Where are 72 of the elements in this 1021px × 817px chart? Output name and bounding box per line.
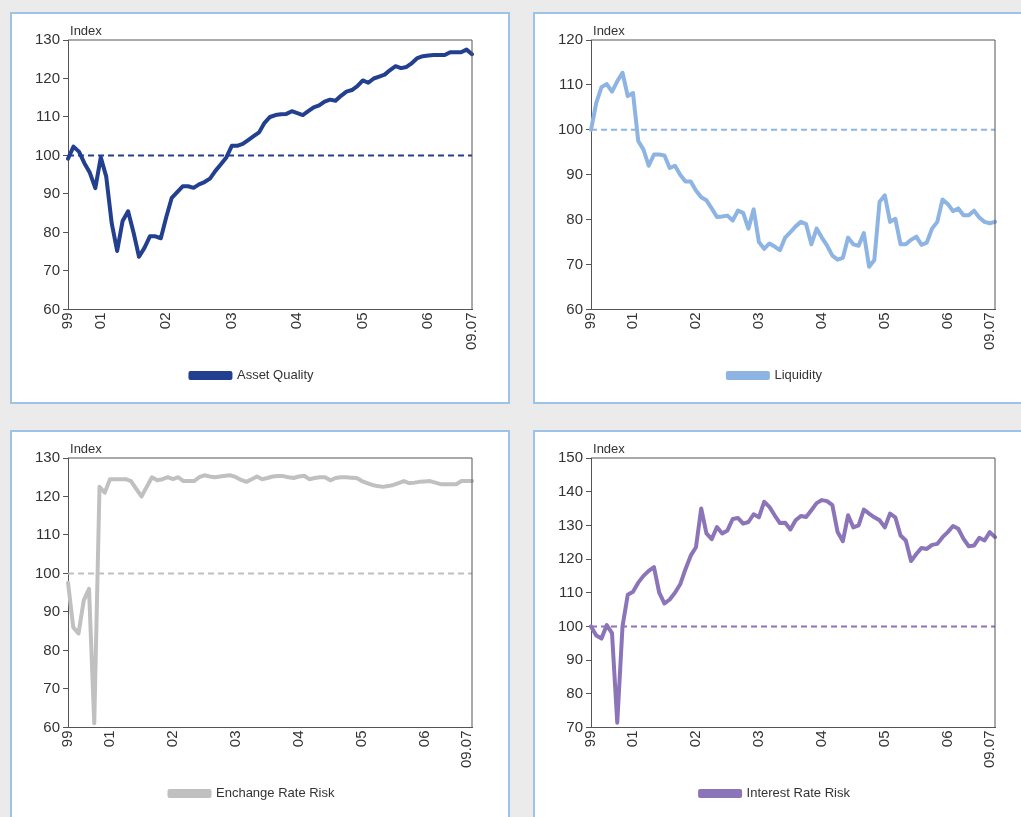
- x-tick-label: 06: [937, 730, 955, 748]
- x-tick-label: 03: [226, 730, 244, 748]
- x-tick-label: 99: [58, 312, 76, 330]
- y-tick-label: 100: [35, 563, 61, 581]
- y-tick-label: 120: [558, 549, 584, 567]
- y-tick-label: 70: [566, 254, 584, 272]
- y-tick-label: 90: [566, 650, 584, 668]
- y-tick-label: 90: [43, 184, 61, 202]
- x-tick-label: 02: [686, 312, 704, 330]
- x-tick-label: 03: [221, 312, 239, 330]
- y-tick-label: 60: [566, 299, 584, 317]
- x-tick-label: 02: [686, 730, 704, 748]
- x-tick-label: 09.07: [456, 730, 474, 769]
- y-tick-label: 140: [558, 481, 584, 499]
- y-tick-label: 150: [558, 448, 584, 466]
- y-tick-label: 80: [43, 640, 61, 658]
- y-axis-title: Index: [70, 441, 103, 457]
- y-axis-title: Index: [593, 23, 626, 39]
- x-tick-label: 01: [90, 312, 108, 330]
- x-tick-label: 09.07: [462, 312, 480, 351]
- y-tick-label: 120: [558, 30, 584, 48]
- x-tick-label: 01: [100, 730, 118, 748]
- x-tick-label: 02: [156, 312, 174, 330]
- y-tick-label: 110: [36, 107, 61, 125]
- y-tick-label: 130: [558, 515, 584, 533]
- y-tick-label: 120: [35, 68, 61, 86]
- legend-label: Enchange Rate Risk: [215, 785, 336, 801]
- x-tick-label: 05: [874, 730, 892, 748]
- x-tick-label: 03: [749, 730, 767, 748]
- y-tick-label: 80: [566, 209, 584, 227]
- x-tick-label: 04: [287, 312, 305, 330]
- x-tick-label: 99: [581, 730, 599, 748]
- y-tick-label: 90: [566, 164, 584, 182]
- x-tick-label: 01: [623, 730, 641, 748]
- legend-label: Asset Quality: [236, 367, 315, 383]
- x-tick-label: 09.07: [979, 730, 997, 769]
- y-tick-label: 120: [35, 486, 61, 504]
- y-tick-label: 60: [43, 299, 61, 317]
- y-axis-title: Index: [593, 441, 626, 457]
- x-tick-label: 04: [289, 730, 307, 748]
- x-tick-label: 05: [874, 312, 892, 330]
- x-tick-label: 05: [351, 730, 369, 748]
- y-tick-label: 100: [558, 119, 584, 137]
- x-tick-label: 01: [623, 312, 641, 330]
- x-tick-label: 99: [58, 730, 76, 748]
- y-tick-label: 130: [35, 30, 61, 48]
- y-tick-label: 80: [43, 222, 61, 240]
- x-tick-label: 03: [749, 312, 767, 330]
- legend-label: Liquidity: [774, 367, 823, 383]
- y-tick-label: 60: [43, 717, 61, 735]
- y-tick-label: 100: [558, 616, 584, 634]
- x-tick-label: 06: [937, 312, 955, 330]
- y-tick-label: 110: [559, 582, 584, 600]
- x-tick-label: 04: [812, 312, 830, 330]
- y-tick-label: 100: [35, 145, 61, 163]
- y-tick-label: 70: [43, 679, 61, 697]
- y-tick-label: 90: [43, 602, 61, 620]
- y-tick-label: 80: [566, 683, 584, 701]
- x-tick-label: 02: [163, 730, 181, 748]
- x-tick-label: 99: [581, 312, 599, 330]
- y-axis-title: Index: [70, 23, 103, 39]
- x-tick-label: 05: [352, 312, 370, 330]
- y-tick-label: 110: [36, 525, 61, 543]
- x-tick-label: 06: [414, 730, 432, 748]
- y-tick-label: 70: [566, 717, 584, 735]
- legend-label: Interest Rate Risk: [746, 785, 851, 801]
- y-tick-label: 110: [559, 75, 584, 93]
- x-tick-label: 06: [418, 312, 436, 330]
- x-tick-label: 09.07: [979, 312, 997, 351]
- y-tick-label: 130: [35, 448, 61, 466]
- x-tick-label: 04: [812, 730, 830, 748]
- y-tick-label: 70: [43, 261, 61, 279]
